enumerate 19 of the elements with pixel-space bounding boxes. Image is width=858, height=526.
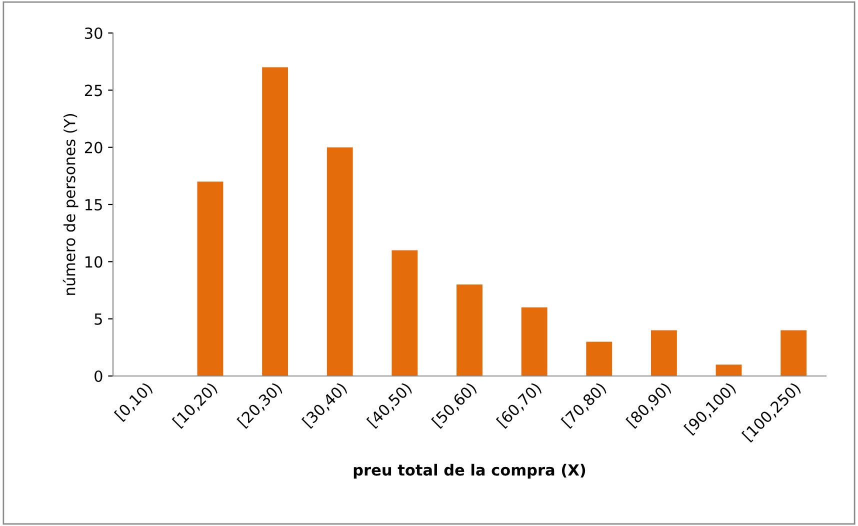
y-tick-label: 0 (94, 370, 102, 382)
bar (521, 307, 548, 376)
bar (392, 250, 418, 376)
bar (326, 147, 353, 376)
bar (586, 342, 612, 376)
y-tick-label: 10 (86, 256, 102, 268)
bar (780, 330, 807, 376)
y-tick-label: 30 (85, 27, 102, 40)
x-axis-title: preu total de la compra (X) (354, 464, 586, 479)
y-tick-label: 5 (94, 314, 102, 325)
bar (456, 284, 482, 376)
bar (716, 364, 742, 376)
y-tick-label: 15 (86, 199, 102, 211)
y-tick-label: 20 (84, 142, 102, 154)
bar (650, 330, 677, 376)
y-axis-title: número de persones (Y) (62, 114, 78, 295)
y-tick-label: 25 (84, 84, 102, 96)
bar (262, 67, 288, 376)
bar (197, 182, 224, 376)
